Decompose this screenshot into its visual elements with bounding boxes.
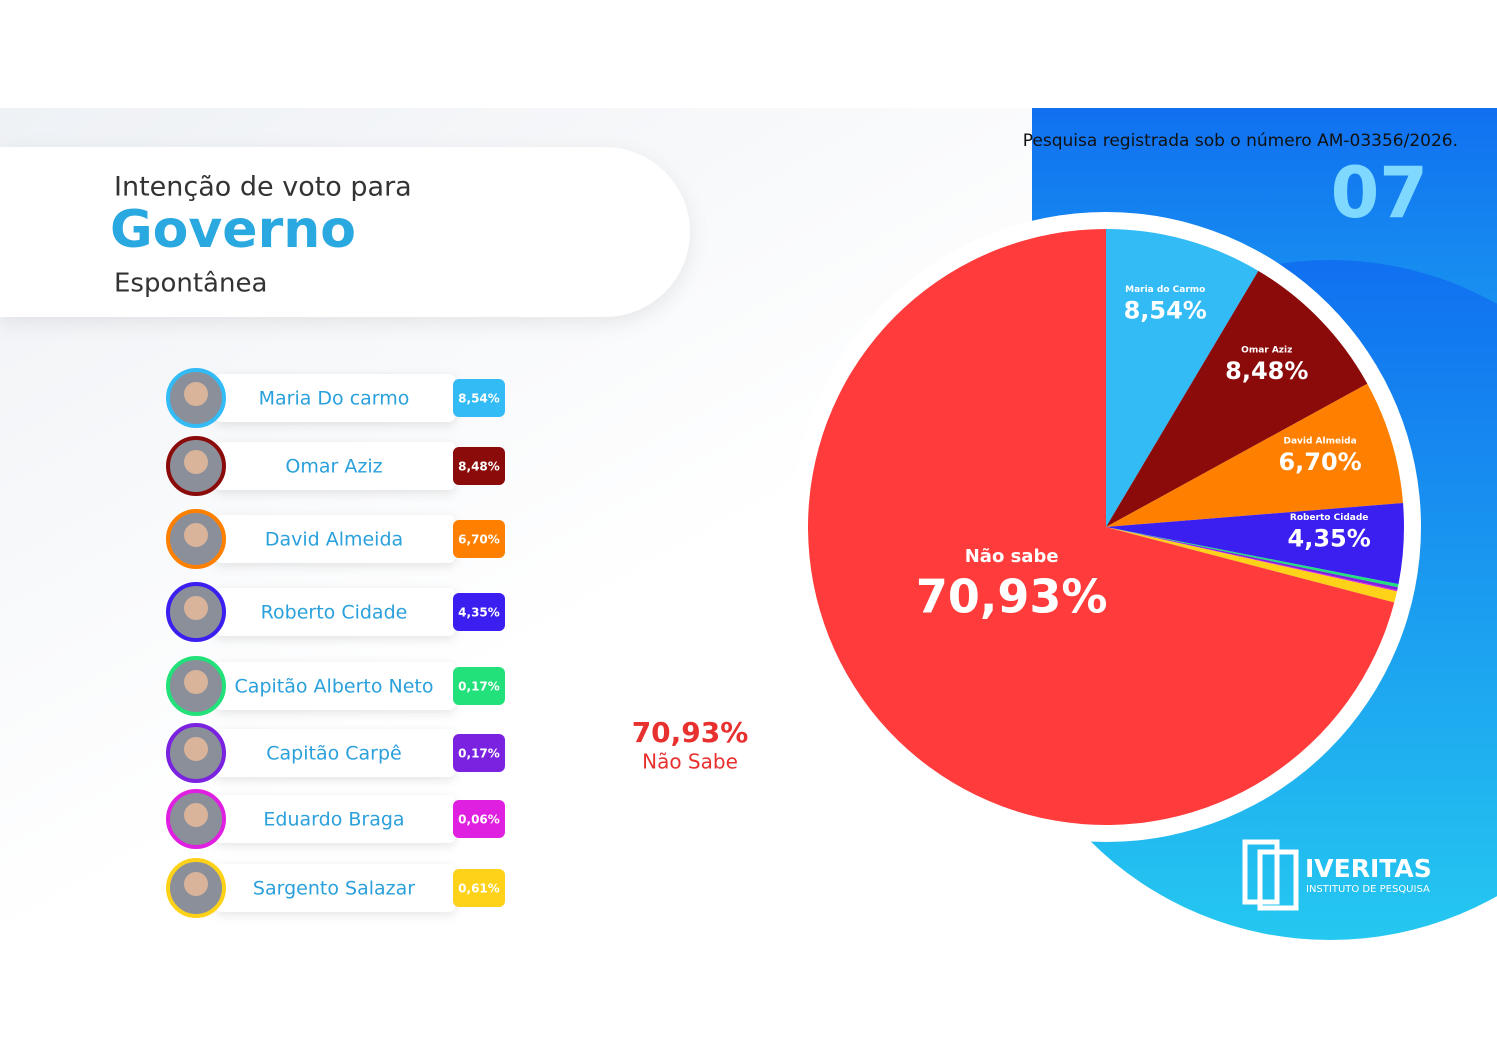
value-badge <box>453 800 505 838</box>
avatar-face <box>184 382 208 406</box>
slice-name: Omar Aziz <box>1241 345 1292 355</box>
logo-name: IVERITAS <box>1305 854 1432 883</box>
value-badge <box>453 734 505 772</box>
slice-name: Maria do Carmo <box>1125 285 1205 295</box>
annotation-label: Não Sabe <box>642 750 738 774</box>
name-box <box>215 864 455 912</box>
avatar-face <box>184 872 208 896</box>
name-box <box>215 515 455 563</box>
badge-label: 8,48% <box>458 460 500 474</box>
avatar-face <box>184 670 208 694</box>
registration: Pesquisa registrada sob o número AM-0335… <box>1023 131 1458 151</box>
slice-value: 70,93% <box>916 569 1108 623</box>
name-box <box>215 795 455 843</box>
badge-label: 0,61% <box>458 882 500 896</box>
slice-value: 8,48% <box>1225 357 1308 385</box>
name-box <box>215 588 455 636</box>
candidate-name: Eduardo Braga <box>263 809 404 831</box>
avatar-face <box>184 450 208 474</box>
logo-subtitle: INSTITUTO DE PESQUISA <box>1306 884 1430 895</box>
slice-value: 4,35% <box>1288 525 1371 553</box>
header-line1: Intenção de voto para <box>114 172 412 203</box>
pie-slice <box>807 229 1395 826</box>
name-box <box>215 729 455 777</box>
badge-label: 0,17% <box>458 680 500 694</box>
candidate-name: Maria Do carmo <box>259 388 410 410</box>
pie-slice <box>1106 527 1397 603</box>
name-box <box>215 374 455 422</box>
pie-slice <box>1106 527 1398 592</box>
avatar-face <box>184 803 208 827</box>
value-badge <box>453 869 505 907</box>
candidate-name: Sargento Salazar <box>253 878 415 900</box>
candidate-name: Capitão Carpê <box>266 743 401 765</box>
slice-name: David Almeida <box>1283 436 1356 446</box>
annotation-value: 70,93% <box>632 716 749 749</box>
pie-slice <box>1106 527 1398 591</box>
logo <box>1242 839 1299 911</box>
candidate-name: David Almeida <box>265 529 403 551</box>
slice-name: Não sabe <box>965 546 1059 567</box>
header-line3: Espontânea <box>114 269 267 299</box>
slice-name: Roberto Cidade <box>1290 513 1368 523</box>
value-badge <box>453 520 505 558</box>
badge-label: 8,54% <box>458 392 500 406</box>
pie-slice <box>1106 270 1368 527</box>
badge-label: 0,17% <box>458 747 500 761</box>
avatar-face <box>184 596 208 620</box>
badge-label: 4,35% <box>458 606 500 620</box>
header-card <box>0 147 690 317</box>
slice-value: 8,54% <box>1124 296 1207 324</box>
name-box <box>215 662 455 710</box>
value-badge <box>453 379 505 417</box>
pie-slice <box>1106 527 1399 588</box>
value-badge <box>453 447 505 485</box>
badge-label: 0,06% <box>458 813 500 827</box>
candidate-name: Omar Aziz <box>285 456 382 478</box>
pie-slice <box>1106 229 1259 527</box>
pie-slice <box>1106 503 1404 585</box>
pie-slice <box>1106 383 1404 527</box>
slice-value: 6,70% <box>1278 448 1361 476</box>
header-title: Governo <box>110 200 356 260</box>
page-number: 07 <box>1331 152 1428 234</box>
badge-label: 6,70% <box>458 533 500 547</box>
value-badge <box>453 667 505 705</box>
value-badge <box>453 593 505 631</box>
avatar-face <box>184 737 208 761</box>
candidate-name: Capitão Alberto Neto <box>235 676 434 698</box>
avatar-face <box>184 523 208 547</box>
name-box <box>215 442 455 490</box>
candidate-name: Roberto Cidade <box>261 602 408 624</box>
